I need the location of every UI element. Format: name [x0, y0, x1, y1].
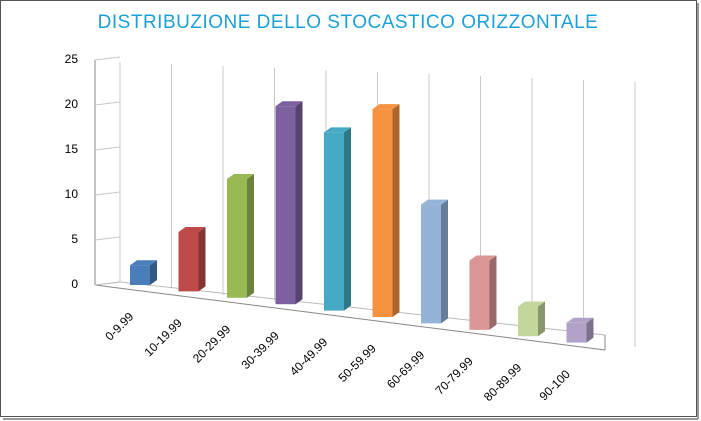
bar [469, 260, 490, 330]
bar-top [421, 199, 448, 205]
bar [566, 322, 587, 343]
bar [421, 204, 441, 324]
bar [178, 232, 199, 292]
bar-top [227, 174, 254, 179]
y-tick-label: 0 [71, 277, 78, 291]
bar-top [469, 255, 497, 261]
grid-line [94, 146, 121, 151]
y-tick-label: 5 [71, 232, 78, 246]
bar [372, 109, 393, 317]
bar-top [178, 227, 206, 232]
y-tick-label: 25 [65, 52, 79, 66]
bar [324, 132, 344, 311]
bar [275, 106, 296, 305]
grid-line [94, 191, 121, 196]
y-tick-label: 10 [65, 187, 79, 201]
bar-top [372, 104, 400, 110]
bar-side [586, 317, 594, 343]
bar-side [150, 260, 157, 285]
grid-line [94, 56, 121, 61]
bar-side [441, 199, 448, 324]
grid-line [94, 281, 121, 286]
bar-top [324, 127, 351, 133]
bar-side [295, 101, 303, 305]
bar-side [247, 174, 254, 298]
bar [227, 179, 247, 298]
floor-line [94, 284, 606, 351]
bar-side [198, 227, 206, 292]
grid-line [94, 236, 121, 241]
bar-side [344, 127, 351, 311]
bar-side [538, 301, 545, 337]
y-tick-label: 15 [65, 142, 79, 156]
bar-side [392, 104, 400, 317]
y-tick-label: 20 [65, 97, 79, 111]
bar-top [275, 101, 303, 107]
bar [130, 265, 150, 285]
chart-title: DISTRIBUZIONE DELLO STOCASTICO ORIZZONTA… [98, 12, 599, 33]
bar-top [518, 301, 545, 307]
bar-top [130, 260, 157, 266]
bar-side [489, 255, 497, 330]
bar [518, 306, 538, 337]
grid-line [94, 101, 121, 106]
bar-top [566, 317, 594, 323]
